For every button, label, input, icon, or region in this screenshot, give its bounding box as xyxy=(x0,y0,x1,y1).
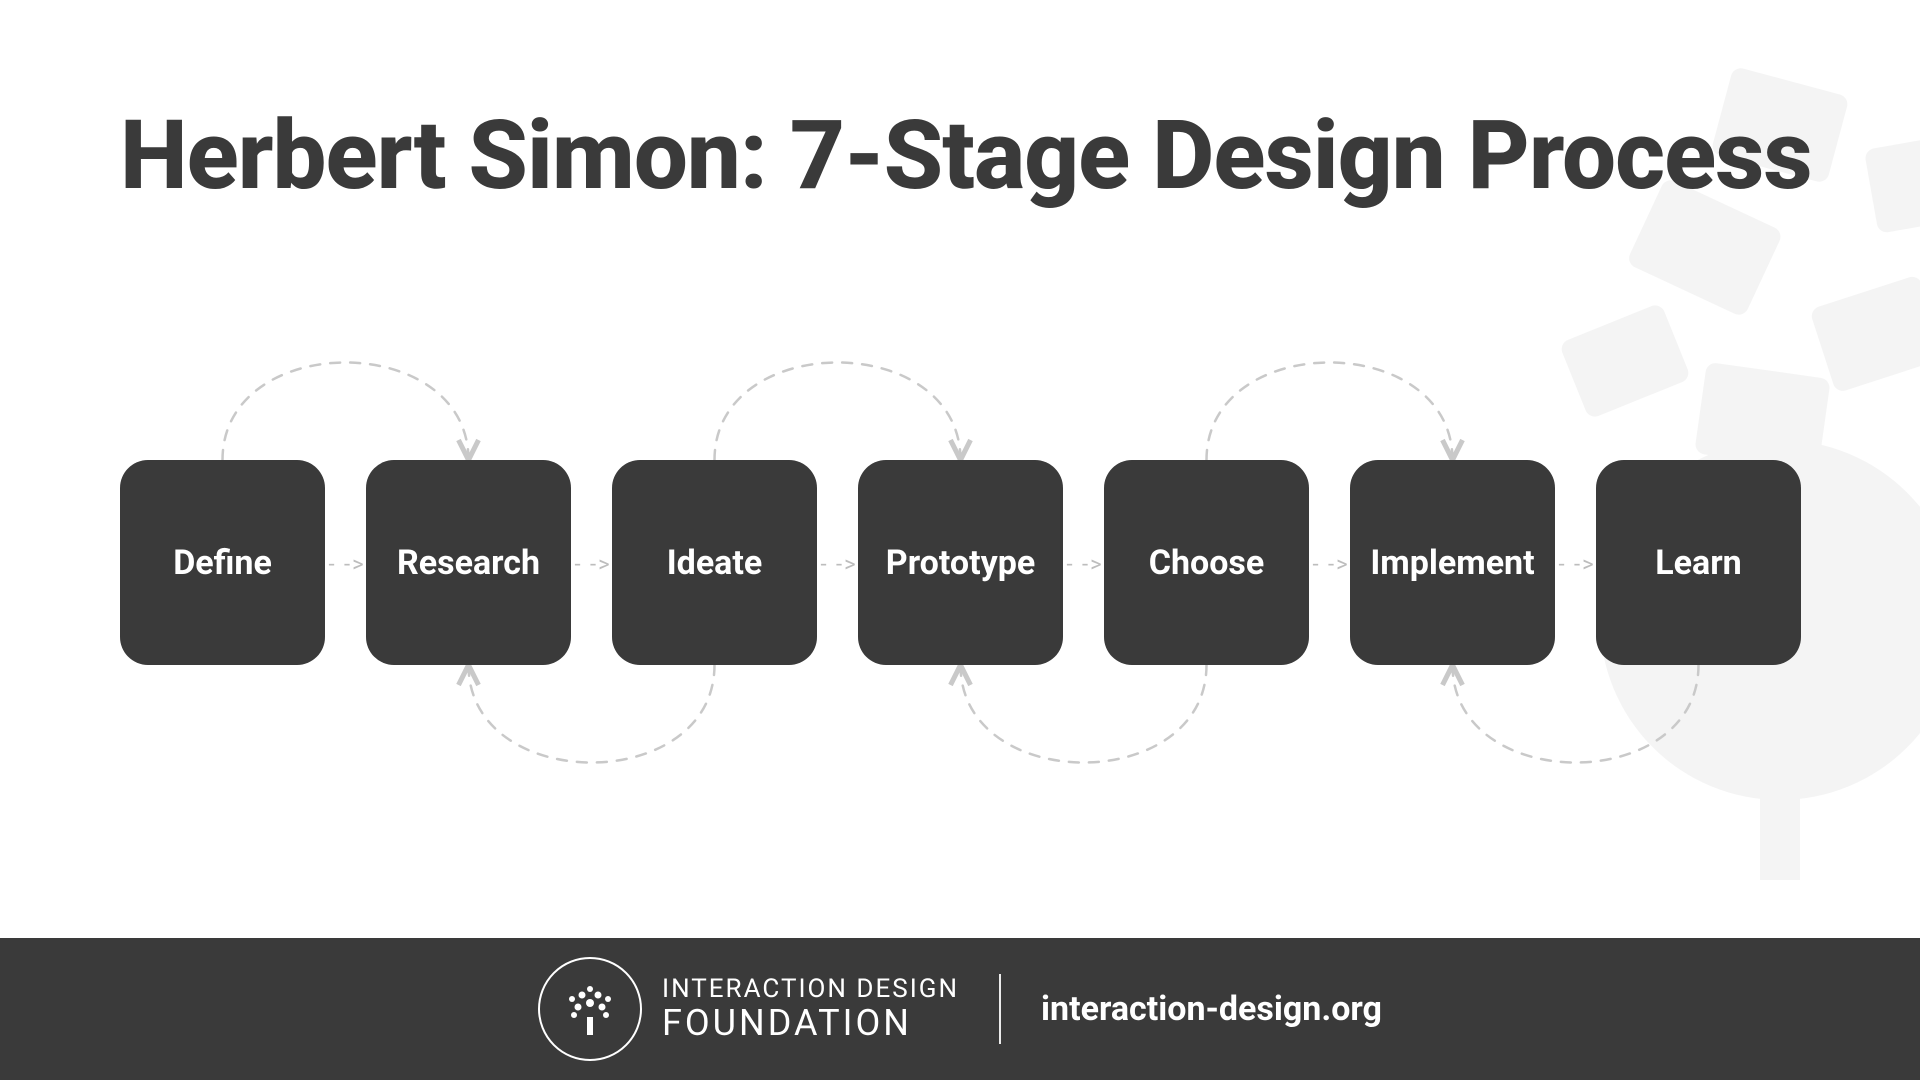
flow-node: Learn xyxy=(1596,460,1801,665)
footer-org-text: INTERACTION DESIGN FOUNDATION xyxy=(662,975,959,1043)
flow-arrow-icon: - -> xyxy=(1559,553,1596,578)
footer-seal-icon xyxy=(538,957,642,1061)
page-title: Herbert Simon: 7-Stage Design Process xyxy=(120,100,1812,212)
footer-logo: INTERACTION DESIGN FOUNDATION xyxy=(538,957,959,1061)
flow-node: Implement xyxy=(1350,460,1555,665)
flow-node: Ideate xyxy=(612,460,817,665)
flow-arrow-icon: - -> xyxy=(329,553,366,578)
flow-node-label: Learn xyxy=(1655,543,1741,583)
footer: INTERACTION DESIGN FOUNDATION interactio… xyxy=(0,938,1920,1080)
flow-row: Define - -> Research - -> Ideate - -> Prototyp… xyxy=(120,460,1800,670)
flow-node: Research xyxy=(366,460,571,665)
feedback-arc xyxy=(961,665,1207,763)
flow-node-label: Prototype xyxy=(886,543,1035,583)
feedback-arc xyxy=(1453,665,1699,763)
flow-node-label: Ideate xyxy=(667,543,763,583)
flow-node: Define xyxy=(120,460,325,665)
flow-node-label: Define xyxy=(173,543,272,583)
flow-arrow-icon: - -> xyxy=(1313,553,1350,578)
footer-org-line1: INTERACTION DESIGN xyxy=(662,975,959,1004)
feedback-arc xyxy=(469,665,715,763)
flow-arrow-icon: - -> xyxy=(1067,553,1104,578)
flow-node-label: Choose xyxy=(1149,543,1265,583)
feedback-arc xyxy=(715,363,961,461)
flow-node: Choose xyxy=(1104,460,1309,665)
footer-url: interaction-design.org xyxy=(1041,989,1382,1029)
feedback-arc xyxy=(223,363,469,461)
footer-org-line2: FOUNDATION xyxy=(662,1004,959,1044)
flow-arrow-icon: - -> xyxy=(575,553,612,578)
footer-separator xyxy=(999,974,1001,1044)
slide: Herbert Simon: 7-Stage Design Process De… xyxy=(0,0,1920,1080)
flow-node: Prototype xyxy=(858,460,1063,665)
flow-node-label: Implement xyxy=(1370,543,1534,583)
flow-arrow-icon: - -> xyxy=(821,553,858,578)
flow-node-label: Research xyxy=(397,543,540,583)
feedback-arc xyxy=(1207,363,1453,461)
